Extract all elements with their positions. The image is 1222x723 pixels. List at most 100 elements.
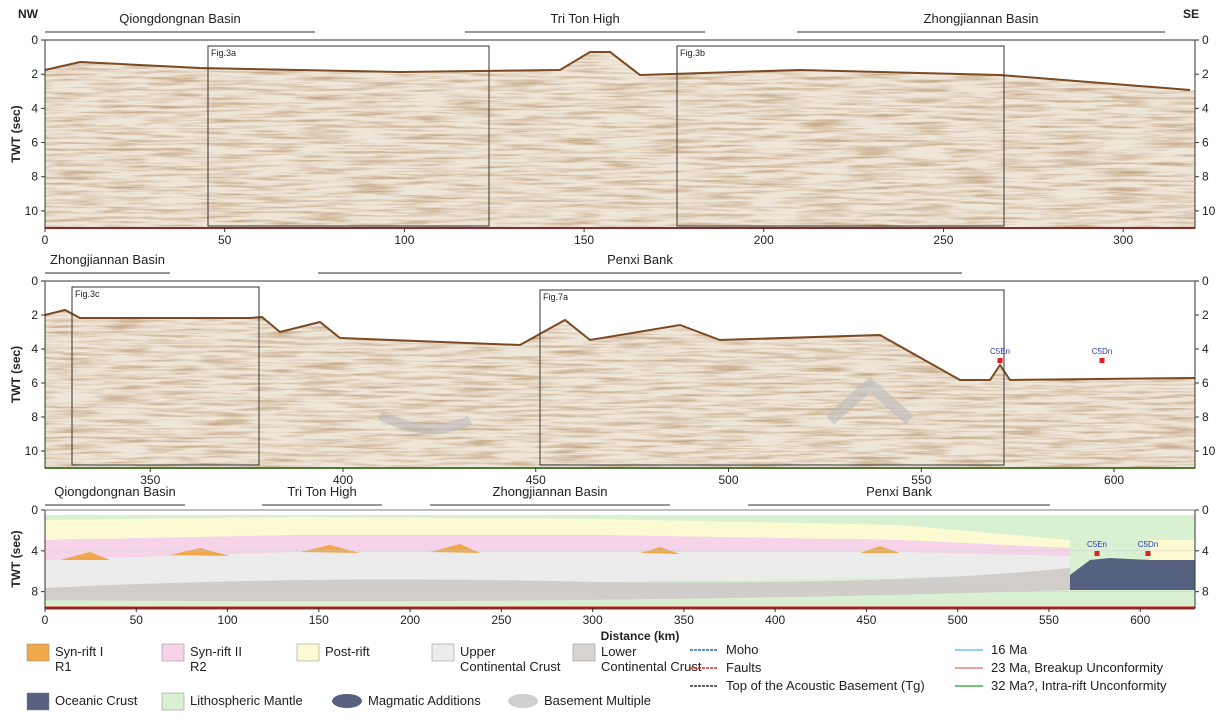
x-tick-label: 250 bbox=[933, 233, 953, 247]
x-tick-label: 350 bbox=[674, 613, 694, 627]
legend-label: Basement Multiple bbox=[544, 693, 651, 708]
legend-label: Magmatic Additions bbox=[368, 693, 481, 708]
region-label: Zhongjiannan Basin bbox=[50, 252, 165, 267]
legend-swatch bbox=[508, 694, 538, 708]
y-axis-label: TWT (sec) bbox=[9, 346, 23, 403]
y-tick-label: 10 bbox=[25, 444, 39, 458]
x-tick-label: 500 bbox=[719, 473, 739, 487]
y-tick-label: 2 bbox=[31, 308, 38, 322]
y-tick-label: 6 bbox=[1202, 376, 1209, 390]
x-tick-label: 600 bbox=[1130, 613, 1150, 627]
x-tick-label: 450 bbox=[856, 613, 876, 627]
legend-label: Syn-rift I bbox=[55, 644, 103, 659]
x-tick-label: 600 bbox=[1104, 473, 1124, 487]
magnetic-anomaly-label: C5En bbox=[990, 347, 1010, 356]
seismic-image bbox=[45, 281, 1195, 468]
y-tick-label: 2 bbox=[31, 67, 38, 81]
legend-label: Continental Crust bbox=[601, 659, 702, 674]
legend-label: Moho bbox=[726, 642, 759, 657]
legend-label: Oceanic Crust bbox=[55, 693, 138, 708]
region-label: Zhongjiannan Basin bbox=[924, 11, 1039, 26]
y-tick-label: 4 bbox=[31, 544, 38, 558]
figure-box-label: Fig.3c bbox=[75, 289, 100, 299]
legend-label: Faults bbox=[726, 660, 762, 675]
x-tick-label: 300 bbox=[583, 613, 603, 627]
y-tick-label: 2 bbox=[1202, 67, 1209, 81]
region-label: Tri Ton High bbox=[550, 11, 619, 26]
legend-label: Continental Crust bbox=[460, 659, 561, 674]
y-axis-label: TWT (sec) bbox=[9, 530, 23, 587]
y-tick-label: 4 bbox=[1202, 101, 1209, 115]
region-label: Zhongjiannan Basin bbox=[493, 484, 608, 499]
x-tick-label: 50 bbox=[130, 613, 144, 627]
magnetic-anomaly bbox=[998, 358, 1003, 363]
y-tick-label: 4 bbox=[31, 101, 38, 115]
legend-label: Upper bbox=[460, 644, 496, 659]
legend-label: 16 Ma bbox=[991, 642, 1028, 657]
magnetic-anomaly bbox=[1100, 358, 1105, 363]
legend-label: Lithospheric Mantle bbox=[190, 693, 303, 708]
region-label: Penxi Bank bbox=[866, 484, 932, 499]
x-tick-label: 150 bbox=[574, 233, 594, 247]
x-tick-label: 200 bbox=[400, 613, 420, 627]
y-tick-label: 8 bbox=[1202, 585, 1209, 599]
figure: Distance (km) NW SE Syn-rift IR1 Syn-rift… bbox=[0, 0, 1222, 718]
figure-box-label: Fig.3a bbox=[211, 48, 236, 58]
legend-label: Post-rift bbox=[325, 644, 370, 659]
y-tick-label: 6 bbox=[31, 376, 38, 390]
y-tick-label: 0 bbox=[31, 33, 38, 47]
y-tick-label: 6 bbox=[1202, 136, 1209, 150]
region-label: Qiongdongnan Basin bbox=[119, 11, 240, 26]
legend-label: R1 bbox=[55, 659, 72, 674]
x-tick-label: 100 bbox=[394, 233, 414, 247]
legend-swatch bbox=[162, 644, 184, 661]
region-label: Penxi Bank bbox=[607, 252, 673, 267]
legend-label: 32 Ma?, Intra-rift Unconformity bbox=[991, 678, 1167, 693]
legend-swatch bbox=[27, 693, 49, 710]
legend-swatch bbox=[27, 644, 49, 661]
magnetic-anomaly bbox=[1095, 551, 1100, 556]
figure-box-label: Fig.3b bbox=[680, 48, 705, 58]
y-tick-label: 2 bbox=[1202, 308, 1209, 322]
magnetic-anomaly-label: C5Dn bbox=[1138, 540, 1158, 549]
y-tick-label: 6 bbox=[31, 136, 38, 150]
corner-label: NW bbox=[18, 7, 39, 21]
legend-label: Syn-rift II bbox=[190, 644, 242, 659]
y-tick-label: 8 bbox=[31, 410, 38, 424]
y-tick-label: 0 bbox=[1202, 33, 1209, 47]
region-label: Tri Ton High bbox=[287, 484, 356, 499]
corner-label: SE bbox=[1183, 7, 1199, 21]
legend-label: Lower bbox=[601, 644, 637, 659]
x-axis-label: Distance (km) bbox=[601, 629, 680, 643]
x-tick-label: 300 bbox=[1113, 233, 1133, 247]
y-tick-label: 10 bbox=[1202, 444, 1216, 458]
legend-swatch bbox=[297, 644, 319, 661]
x-tick-label: 0 bbox=[42, 613, 49, 627]
region-label: Qiongdongnan Basin bbox=[54, 484, 175, 499]
x-tick-label: 550 bbox=[1039, 613, 1059, 627]
x-tick-label: 100 bbox=[218, 613, 238, 627]
legend-swatch bbox=[432, 644, 454, 661]
y-tick-label: 10 bbox=[1202, 204, 1216, 218]
legend-label: Top of the Acoustic Basement (Tg) bbox=[726, 678, 925, 693]
y-tick-label: 4 bbox=[1202, 544, 1209, 558]
y-tick-label: 10 bbox=[25, 204, 39, 218]
x-tick-label: 50 bbox=[218, 233, 232, 247]
x-tick-label: 500 bbox=[948, 613, 968, 627]
legend-label: R2 bbox=[190, 659, 207, 674]
legend-swatch bbox=[573, 644, 595, 661]
y-tick-label: 0 bbox=[1202, 503, 1209, 517]
legend-swatch bbox=[332, 694, 362, 708]
legend-swatch bbox=[162, 693, 184, 710]
y-tick-label: 4 bbox=[1202, 342, 1209, 356]
figure-box-label: Fig.7a bbox=[543, 292, 568, 302]
y-tick-label: 8 bbox=[31, 170, 38, 184]
cross-section bbox=[45, 515, 1195, 608]
magnetic-anomaly bbox=[1146, 551, 1151, 556]
x-tick-label: 400 bbox=[765, 613, 785, 627]
magnetic-anomaly-label: C5Dn bbox=[1092, 347, 1112, 356]
y-axis-label: TWT (sec) bbox=[9, 105, 23, 162]
y-tick-label: 0 bbox=[31, 274, 38, 288]
x-tick-label: 0 bbox=[42, 233, 49, 247]
